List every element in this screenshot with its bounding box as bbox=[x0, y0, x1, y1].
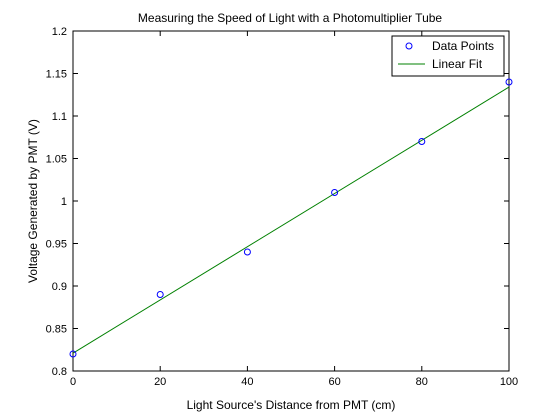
legend-label: Linear Fit bbox=[432, 57, 483, 71]
plot-area bbox=[72, 30, 510, 372]
x-tick-label: 60 bbox=[328, 376, 340, 388]
x-tick-label: 20 bbox=[154, 376, 166, 388]
x-tick-label: 80 bbox=[416, 376, 428, 388]
x-axis-label: Light Source's Distance from PMT (cm) bbox=[187, 398, 396, 412]
y-tick-label: 0.85 bbox=[46, 324, 67, 336]
x-tick-label: 100 bbox=[500, 376, 518, 388]
data-point bbox=[69, 350, 77, 358]
y-axis-label: Voltage Generated by PMT (V) bbox=[26, 119, 40, 283]
data-point bbox=[331, 189, 339, 196]
series-layer bbox=[69, 78, 513, 358]
data-point bbox=[243, 248, 251, 256]
legend: Data Points Linear Fit bbox=[391, 35, 505, 77]
data-point bbox=[505, 78, 513, 86]
x-tick-label: 0 bbox=[70, 376, 76, 388]
x-axis: 0 20 40 60 80 100 bbox=[70, 31, 518, 388]
y-tick-label: 0.95 bbox=[46, 239, 67, 251]
y-tick-label: 0.8 bbox=[52, 366, 67, 378]
chart-title: Measuring the Speed of Light with a Phot… bbox=[138, 11, 443, 25]
axes-box bbox=[72, 30, 510, 372]
linear-fit-line bbox=[72, 86, 510, 354]
y-tick-label: 1.2 bbox=[52, 26, 67, 38]
data-point bbox=[156, 291, 164, 298]
x-tick-label: 40 bbox=[241, 376, 253, 388]
data-point bbox=[418, 138, 426, 145]
y-tick-label: 1.05 bbox=[46, 154, 67, 166]
y-tick-label: 0.9 bbox=[52, 281, 67, 293]
y-tick-label: 1.1 bbox=[52, 111, 67, 123]
legend-label: Data Points bbox=[432, 39, 494, 53]
y-tick-label: 1.15 bbox=[46, 69, 67, 81]
y-axis: 0.8 0.85 0.9 0.95 1 1.05 1.1 1.15 1.2 bbox=[46, 26, 509, 378]
y-tick-label: 1 bbox=[61, 196, 67, 208]
legend-marker-data-points bbox=[405, 42, 413, 50]
legend-box bbox=[391, 35, 505, 77]
